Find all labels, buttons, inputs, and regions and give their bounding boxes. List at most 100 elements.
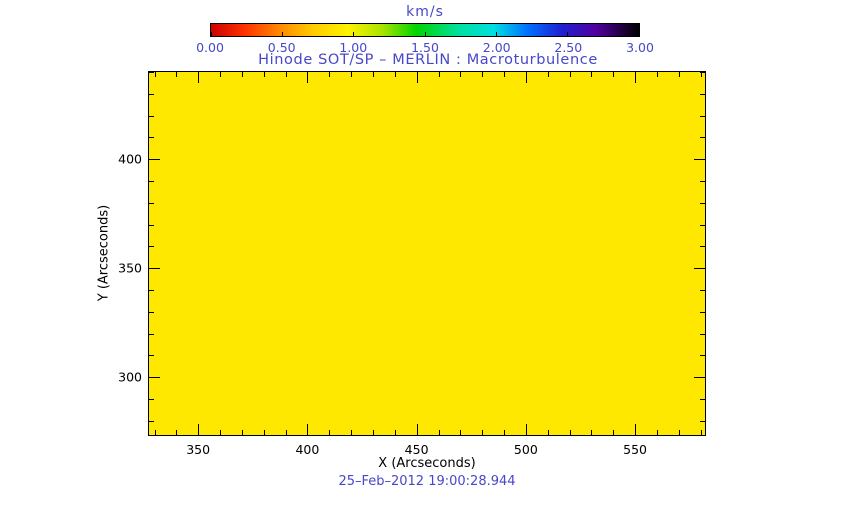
- y-axis-tick: [149, 420, 154, 422]
- y-axis-tick: [694, 159, 705, 161]
- x-axis-tick: [198, 424, 200, 435]
- x-axis-tick: [482, 430, 484, 435]
- x-axis-tick: [613, 430, 615, 435]
- x-axis-tick: [394, 430, 396, 435]
- x-axis-tick: [547, 72, 549, 77]
- plot-title: Hinode SOT/SP – MERLIN : Macroturbulence: [258, 52, 598, 68]
- y-axis-tick: [149, 311, 154, 313]
- colorbar-tick-label: 2.50: [554, 40, 583, 55]
- y-axis-tick: [149, 290, 154, 291]
- y-axis-tick: [700, 137, 705, 139]
- x-axis-tick: [700, 430, 702, 435]
- x-axis-tick: [241, 72, 243, 77]
- timestamp-label: 25–Feb–2012 19:00:28.944: [338, 474, 516, 489]
- y-axis-tick: [149, 159, 160, 161]
- x-axis-tick: [438, 430, 440, 435]
- y-axis-tick: [149, 333, 154, 335]
- y-axis-tick: [700, 224, 705, 226]
- x-axis-tick: [569, 430, 571, 435]
- x-axis-tick: [656, 72, 658, 77]
- x-axis-tick: [307, 424, 309, 435]
- x-axis-tick: [220, 72, 221, 77]
- y-axis-tick: [700, 181, 705, 182]
- x-axis-tick: [372, 72, 374, 77]
- x-axis-tick: [525, 424, 527, 435]
- x-axis-tick: [613, 72, 615, 77]
- y-axis-tick: [149, 202, 154, 204]
- x-axis-tick: [504, 72, 505, 77]
- x-tick-label: 350: [186, 442, 211, 457]
- x-axis-tick: [460, 72, 462, 77]
- colorbar-tick: [495, 32, 497, 36]
- y-axis-tick: [700, 246, 705, 248]
- y-axis-tick: [700, 355, 705, 357]
- x-axis-tick: [591, 72, 593, 77]
- y-axis-tick: [149, 224, 154, 226]
- y-axis-tick: [149, 137, 154, 139]
- y-axis-tick: [700, 115, 705, 117]
- x-tick-label: 450: [404, 442, 429, 457]
- x-axis-tick: [525, 72, 527, 83]
- colorbar-tick-labels: 0.00 0.50 1.00 1.50 2.00 2.50 3.00: [196, 40, 654, 55]
- colorbar-title: km/s: [406, 4, 444, 20]
- colorbar-tick: [638, 32, 639, 36]
- y-axis-tick: [700, 290, 705, 291]
- x-axis-tick: [220, 430, 221, 435]
- x-axis-tick: [569, 72, 571, 77]
- x-axis-tick: [635, 424, 637, 435]
- x-axis-tick: [656, 430, 658, 435]
- y-axis-tick: [149, 355, 154, 357]
- y-axis-tick: [149, 115, 154, 117]
- colorbar-tick: [353, 32, 355, 36]
- y-axis-tick: [694, 377, 705, 379]
- x-axis-tick: [547, 430, 549, 435]
- x-axis-tick: [263, 430, 265, 435]
- x-axis-tick: [416, 424, 418, 435]
- x-axis-tick: [176, 72, 178, 77]
- colorbar-tick: [566, 32, 568, 36]
- y-axis-label: Y (Arcseconds): [96, 204, 112, 302]
- x-axis-tick: [591, 430, 593, 435]
- x-axis-tick: [263, 72, 265, 77]
- x-axis-tick: [460, 430, 462, 435]
- x-axis-tick: [307, 72, 309, 83]
- x-axis-tick: [372, 430, 374, 435]
- x-axis-tick: [482, 72, 484, 77]
- y-axis-tick: [149, 399, 154, 400]
- y-tick-label: 350: [118, 260, 142, 276]
- colorbar-tick-label: 3.00: [626, 40, 654, 55]
- x-axis-tick: [351, 72, 353, 77]
- x-axis-tick: [329, 430, 331, 435]
- colorbar-tick-label: 1.00: [339, 40, 368, 55]
- x-axis-tick: [394, 72, 396, 77]
- x-axis-tick: [285, 72, 287, 77]
- y-axis-tick: [149, 181, 154, 182]
- x-axis-tick: [198, 72, 200, 83]
- y-axis-tick: [700, 202, 705, 204]
- y-tick-label: 300: [118, 369, 142, 385]
- x-axis-tick: [176, 430, 178, 435]
- y-axis-tick: [149, 268, 160, 270]
- x-axis-tick: [635, 72, 637, 83]
- colorbar-tick: [211, 32, 212, 36]
- y-axis-tick: [700, 93, 705, 95]
- x-axis-tick: [700, 72, 702, 77]
- x-axis-tick: [678, 430, 680, 435]
- colorbar-gradient: [210, 23, 640, 37]
- y-axis-tick: [149, 246, 154, 248]
- colorbar-tick-label: 0.50: [267, 40, 296, 55]
- x-tick-label: 500: [513, 442, 538, 457]
- colorbar-tick: [282, 32, 284, 36]
- x-axis-tick: [351, 430, 353, 435]
- x-axis-tick: [154, 430, 156, 435]
- colorbar-tick-label: 1.50: [411, 40, 439, 55]
- colorbar-tick-label: 0.00: [196, 40, 224, 55]
- plot-area: [148, 71, 706, 436]
- y-axis-tick: [149, 93, 154, 95]
- x-axis-tick: [329, 72, 331, 77]
- x-axis-tick: [154, 72, 156, 77]
- x-axis-tick: [504, 430, 505, 435]
- y-axis-tick: [700, 420, 705, 422]
- x-axis-tick: [285, 430, 287, 435]
